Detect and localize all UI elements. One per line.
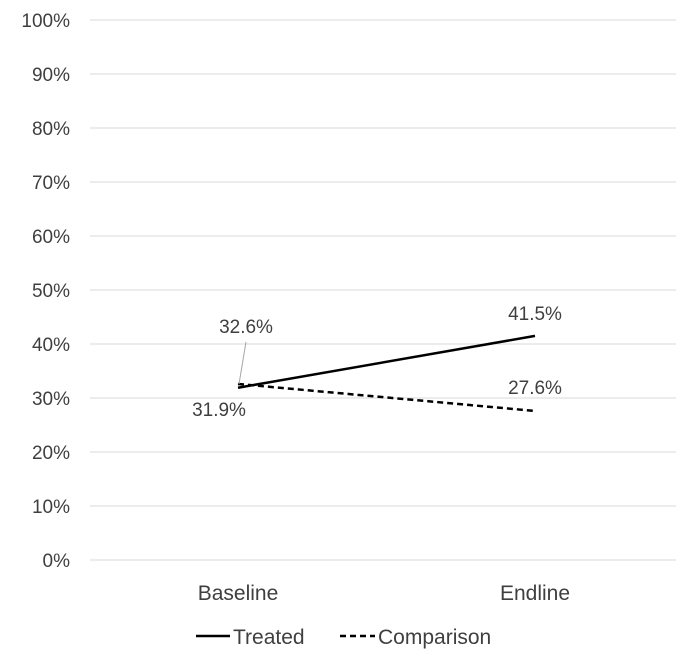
gridlines bbox=[90, 19, 676, 561]
x-axis-category-labels: Baseline Endline bbox=[198, 582, 570, 605]
series-lines bbox=[237, 334, 536, 413]
data-label: 41.5% bbox=[508, 304, 562, 325]
y-tick-label: 80% bbox=[32, 119, 70, 140]
x-category-label: Baseline bbox=[198, 582, 279, 605]
y-tick-label: 40% bbox=[32, 335, 70, 356]
y-tick-label: 0% bbox=[43, 551, 71, 572]
legend: Treated Comparison bbox=[196, 626, 491, 649]
data-label: 32.6% bbox=[219, 317, 273, 338]
y-axis-tick-labels: 0% 10% 20% 30% 40% 50% 60% 70% 80% 90% 100% bbox=[21, 11, 70, 572]
series-line-comparison bbox=[237, 382, 536, 413]
data-labels: 31.9% 41.5% 32.6% 27.6% bbox=[192, 304, 562, 421]
y-tick-label: 50% bbox=[32, 281, 70, 302]
legend-label-treated: Treated bbox=[233, 626, 305, 649]
y-tick-label: 90% bbox=[32, 65, 70, 86]
y-tick-label: 20% bbox=[32, 443, 70, 464]
y-tick-label: 100% bbox=[21, 11, 70, 32]
y-tick-label: 10% bbox=[32, 497, 70, 518]
legend-label-comparison: Comparison bbox=[378, 626, 491, 649]
x-category-label: Endline bbox=[500, 582, 570, 605]
data-label-leader-line bbox=[238, 341, 247, 385]
y-tick-label: 60% bbox=[32, 227, 70, 248]
y-tick-label: 70% bbox=[32, 173, 70, 194]
data-label: 31.9% bbox=[192, 400, 246, 421]
data-label: 27.6% bbox=[508, 378, 562, 399]
y-tick-label: 30% bbox=[32, 389, 70, 410]
series-line-treated bbox=[237, 334, 536, 389]
